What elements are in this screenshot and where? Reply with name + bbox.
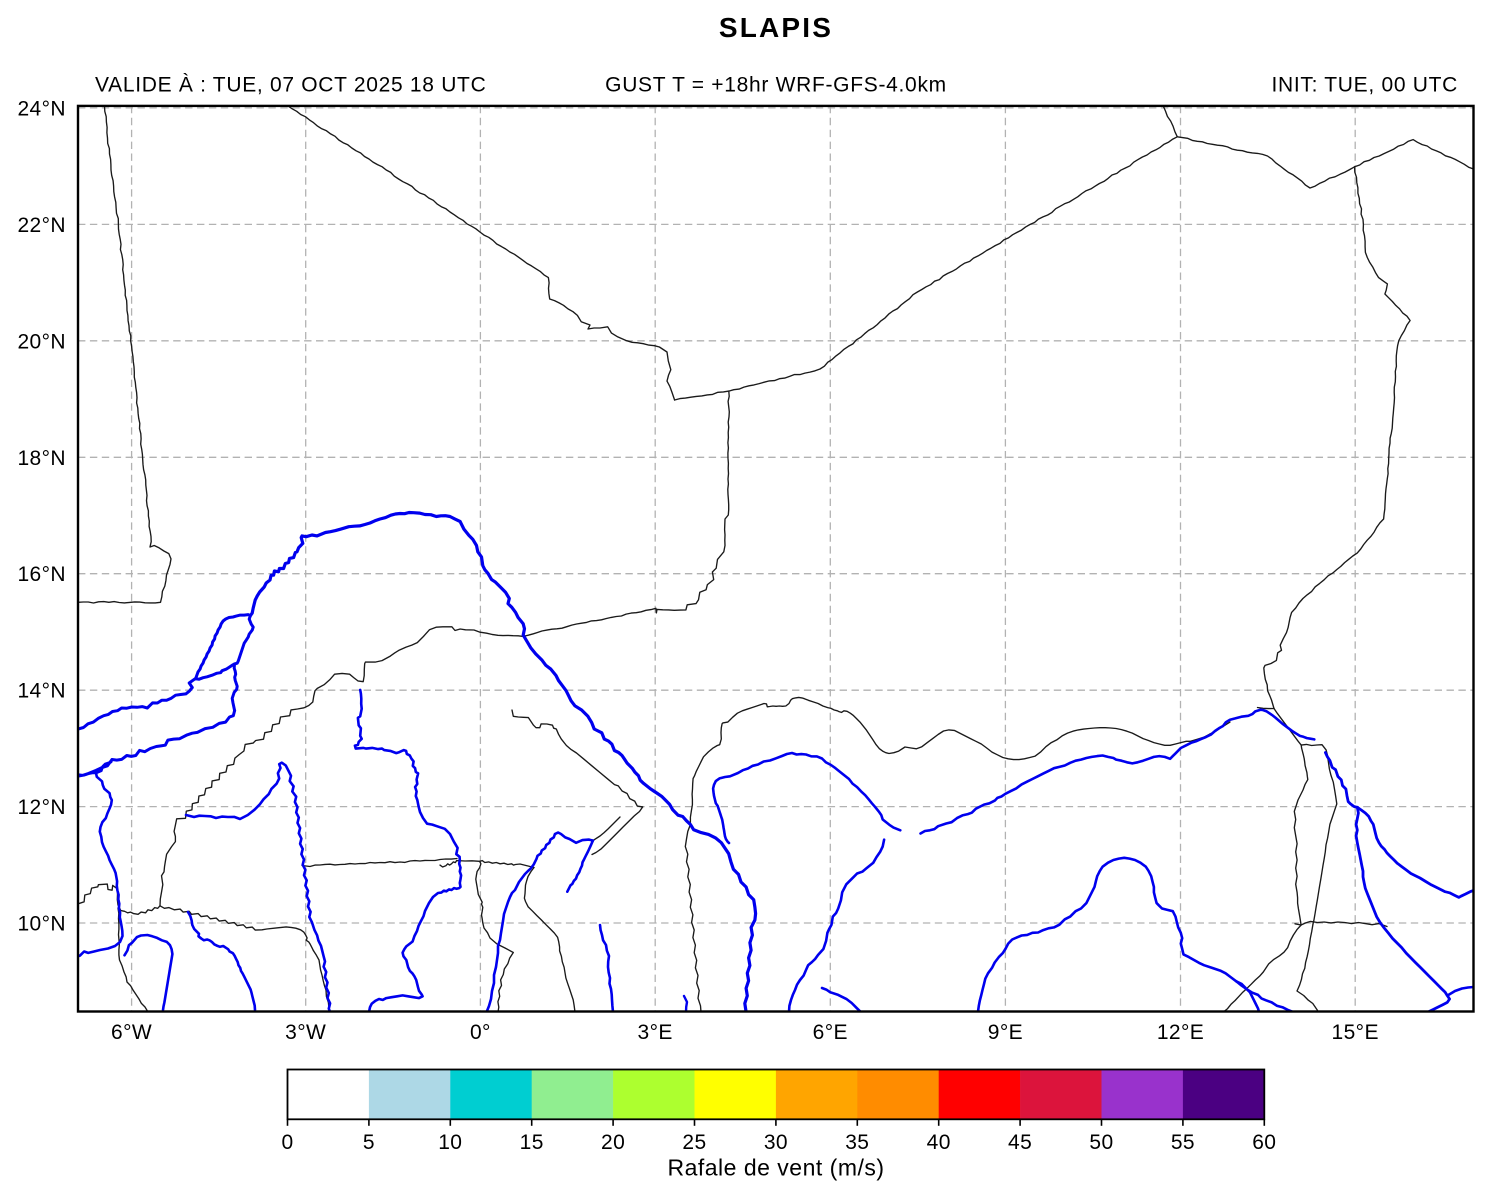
svg-text:15°E: 15°E <box>1332 1021 1379 1044</box>
svg-text:VALIDE À : TUE, 07 OCT 2025 18: VALIDE À : TUE, 07 OCT 2025 18 UTC <box>95 74 486 97</box>
svg-text:GUST T = +18hr WRF-GFS-4.0km: GUST T = +18hr WRF-GFS-4.0km <box>605 74 947 97</box>
svg-text:60: 60 <box>1252 1131 1276 1154</box>
svg-text:6°E: 6°E <box>813 1021 848 1044</box>
svg-text:18°N: 18°N <box>17 447 66 470</box>
svg-text:0°: 0° <box>470 1021 491 1044</box>
svg-text:10: 10 <box>438 1131 462 1154</box>
svg-text:24°N: 24°N <box>17 97 66 120</box>
svg-text:15: 15 <box>520 1131 544 1154</box>
svg-text:20°N: 20°N <box>17 330 66 353</box>
svg-text:22°N: 22°N <box>17 214 66 237</box>
svg-text:3°E: 3°E <box>638 1021 673 1044</box>
svg-text:12°E: 12°E <box>1157 1021 1204 1044</box>
svg-text:45: 45 <box>1008 1131 1032 1154</box>
svg-text:Rafale de vent (m/s): Rafale de vent (m/s) <box>667 1155 884 1181</box>
svg-text:INIT: TUE, 00 UTC: INIT: TUE, 00 UTC <box>1271 74 1458 97</box>
svg-text:0: 0 <box>281 1131 293 1154</box>
svg-text:30: 30 <box>764 1131 788 1154</box>
svg-text:3°W: 3°W <box>285 1021 326 1044</box>
svg-text:12°N: 12°N <box>17 796 66 819</box>
svg-text:35: 35 <box>845 1131 869 1154</box>
svg-text:40: 40 <box>927 1131 951 1154</box>
svg-text:10°N: 10°N <box>17 913 66 936</box>
svg-text:6°W: 6°W <box>111 1021 152 1044</box>
svg-text:SLAPIS: SLAPIS <box>719 12 833 43</box>
svg-text:14°N: 14°N <box>17 680 66 703</box>
svg-text:55: 55 <box>1171 1131 1195 1154</box>
svg-text:25: 25 <box>682 1131 706 1154</box>
svg-text:50: 50 <box>1089 1131 1113 1154</box>
svg-text:9°E: 9°E <box>988 1021 1023 1044</box>
svg-text:20: 20 <box>601 1131 625 1154</box>
svg-text:5: 5 <box>363 1131 375 1154</box>
svg-text:16°N: 16°N <box>17 563 66 586</box>
